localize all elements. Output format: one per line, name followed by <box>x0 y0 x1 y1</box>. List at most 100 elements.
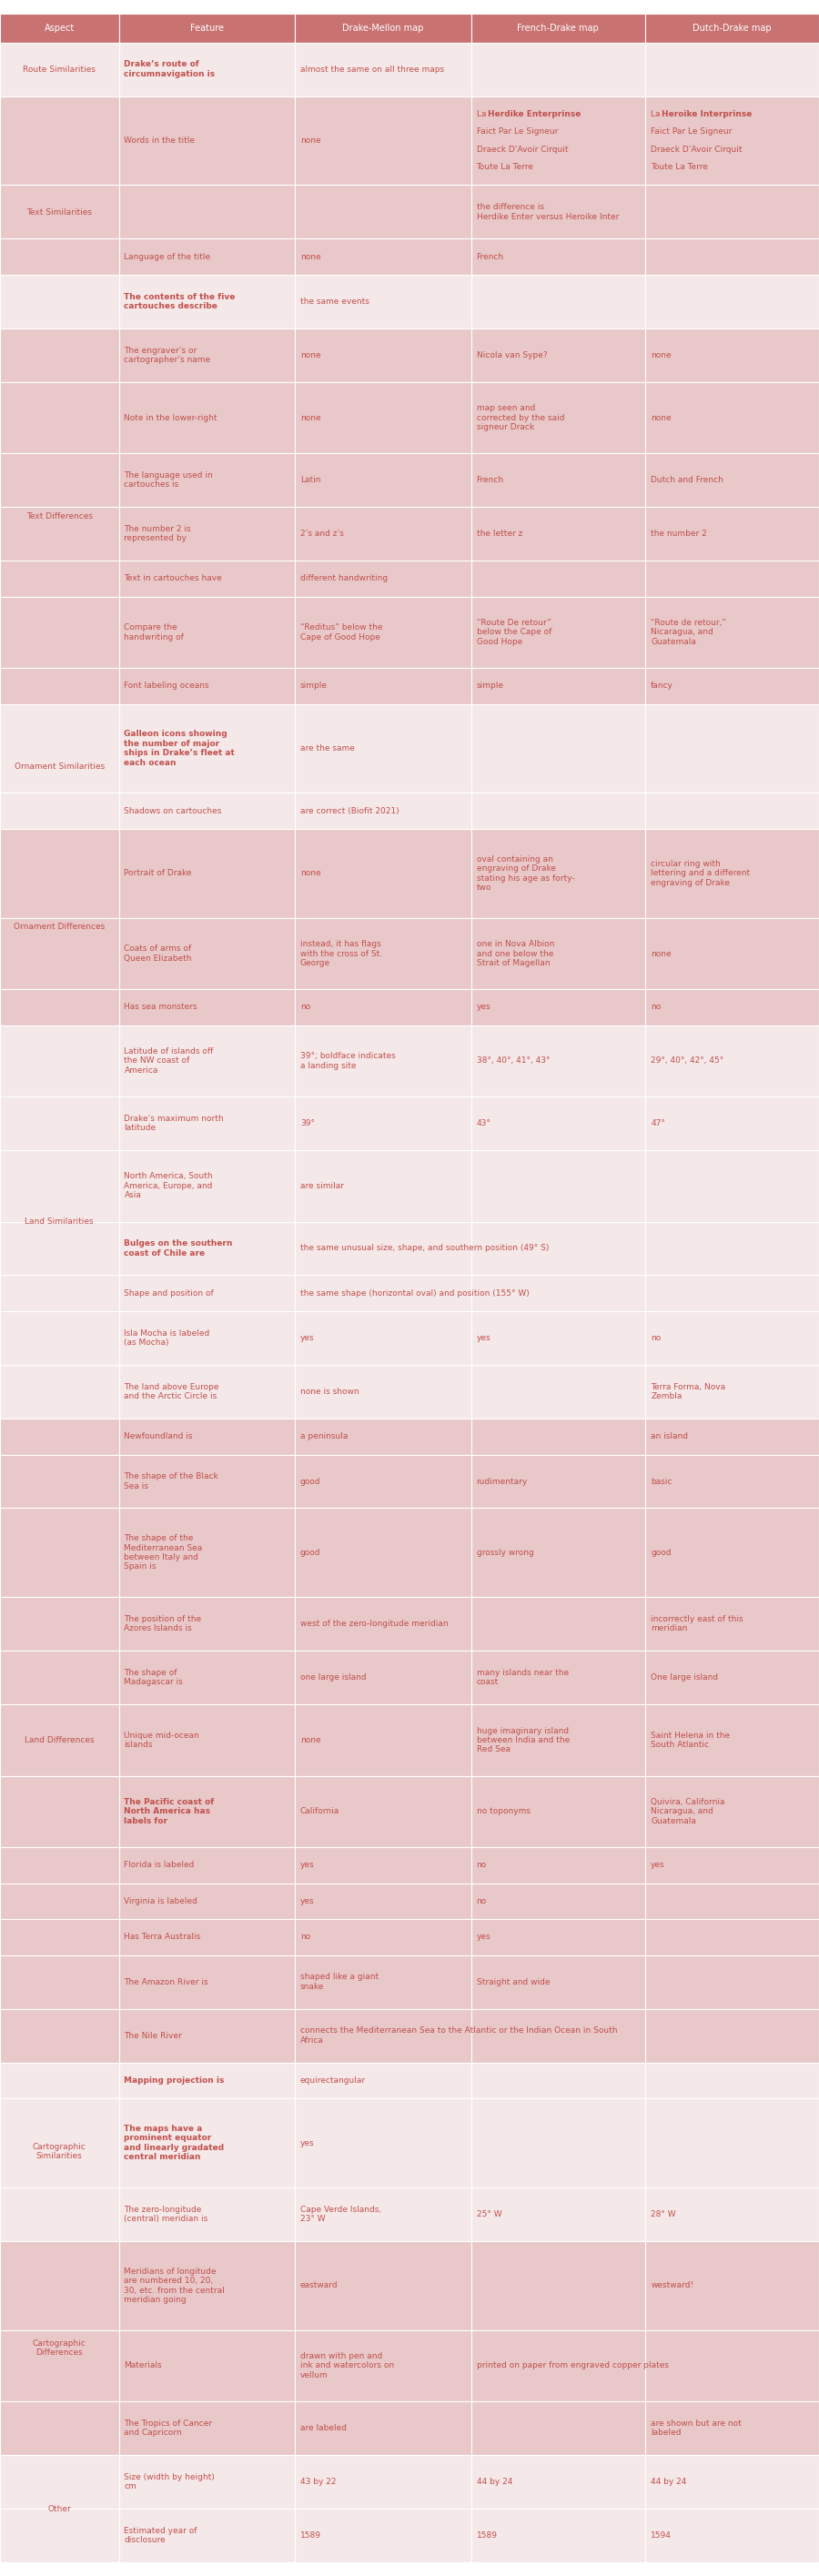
Text: equirectangular: equirectangular <box>301 2076 366 2084</box>
Bar <box>295 1455 471 1507</box>
Bar <box>471 1775 645 1847</box>
Text: Toute La Terre: Toute La Terre <box>477 162 534 170</box>
Bar <box>645 2455 819 2509</box>
Text: Cape Verde Islands,
23° W: Cape Verde Islands, 23° W <box>301 2205 382 2223</box>
Text: One large island: One large island <box>651 1674 718 1682</box>
Text: none: none <box>301 137 321 144</box>
Bar <box>0 562 119 598</box>
Text: Isla Mocha is labeled
(as Mocha): Isla Mocha is labeled (as Mocha) <box>124 1329 210 1347</box>
Text: no: no <box>651 1002 661 1012</box>
Bar <box>119 1025 295 1097</box>
Bar <box>295 2455 471 2509</box>
Text: Language of the title: Language of the title <box>124 252 210 260</box>
Bar <box>295 1775 471 1847</box>
Bar <box>119 793 295 829</box>
Text: yes: yes <box>477 1932 491 1942</box>
Text: La: La <box>477 111 489 118</box>
Bar <box>645 327 819 381</box>
Bar <box>645 41 819 95</box>
Bar <box>645 13 819 41</box>
Text: one in Nova Albion
and one below the
Strait of Magellan: one in Nova Albion and one below the Str… <box>477 940 554 966</box>
Text: no: no <box>651 1334 661 1342</box>
Text: Compare the
handwriting of: Compare the handwriting of <box>124 623 184 641</box>
Bar <box>0 703 119 793</box>
Bar <box>645 1311 819 1365</box>
Text: Coats of arms of
Queen Elizabeth: Coats of arms of Queen Elizabeth <box>124 945 192 963</box>
Bar <box>295 1705 471 1775</box>
Bar <box>0 453 119 507</box>
Bar <box>645 667 819 703</box>
Bar <box>645 793 819 829</box>
Bar <box>295 2509 471 2563</box>
Text: Latitude of islands off
the NW coast of
America: Latitude of islands off the NW coast of … <box>124 1048 214 1074</box>
Text: yes: yes <box>301 1860 314 1870</box>
Text: Bulges on the southern
coast of Chile are: Bulges on the southern coast of Chile ar… <box>124 1239 233 1257</box>
Text: yes: yes <box>477 1334 491 1342</box>
Text: Dutch and French: Dutch and French <box>651 477 723 484</box>
Bar <box>471 1025 645 1097</box>
Bar <box>645 989 819 1025</box>
Bar <box>119 989 295 1025</box>
Bar <box>0 917 119 989</box>
Bar <box>119 2401 295 2455</box>
Text: west of the zero-longitude meridian: west of the zero-longitude meridian <box>301 1620 448 1628</box>
Bar <box>295 1419 471 1455</box>
Text: “Route de retour,”
Nicaragua, and
Guatemala: “Route de retour,” Nicaragua, and Guatem… <box>651 618 726 647</box>
Bar <box>645 2099 819 2187</box>
Text: grossly wrong: grossly wrong <box>477 1548 533 1556</box>
Bar <box>471 2187 645 2241</box>
Bar <box>0 829 119 917</box>
Text: Drake’s maximum north
latitude: Drake’s maximum north latitude <box>124 1115 224 1133</box>
Text: The shape of the Black
Sea is: The shape of the Black Sea is <box>124 1473 219 1489</box>
Bar <box>0 1955 119 2009</box>
Bar <box>295 1275 471 1311</box>
Bar <box>295 703 471 793</box>
Text: Font labeling oceans: Font labeling oceans <box>124 683 210 690</box>
Bar <box>645 453 819 507</box>
Bar <box>295 1221 471 1275</box>
Text: Unique mid-ocean
islands: Unique mid-ocean islands <box>124 1731 200 1749</box>
Text: Faict Par Le Signeur: Faict Par Le Signeur <box>477 129 558 137</box>
Bar <box>295 276 471 327</box>
Text: Meridians of longitude
are numbered 10, 20,
30, etc. from the central
meridian g: Meridians of longitude are numbered 10, … <box>124 2267 225 2303</box>
Bar <box>119 276 295 327</box>
Text: Toute La Terre: Toute La Terre <box>651 162 708 170</box>
Text: one large island: one large island <box>301 1674 366 1682</box>
Bar <box>295 507 471 562</box>
Bar <box>645 1419 819 1455</box>
Bar <box>471 2331 645 2401</box>
Bar <box>295 240 471 276</box>
Bar <box>295 1097 471 1151</box>
Bar <box>119 13 295 41</box>
Bar <box>119 1919 295 1955</box>
Bar <box>0 2099 119 2187</box>
Text: French: French <box>477 252 504 260</box>
Bar <box>295 1025 471 1097</box>
Text: The Amazon River is: The Amazon River is <box>124 1978 209 1986</box>
Bar <box>119 2187 295 2241</box>
Text: eastward: eastward <box>301 2282 338 2290</box>
Text: Shadows on cartouches: Shadows on cartouches <box>124 806 222 814</box>
Text: are labeled: are labeled <box>301 2424 346 2432</box>
Bar <box>295 453 471 507</box>
Bar <box>645 1919 819 1955</box>
Bar <box>295 989 471 1025</box>
Text: “Reditus” below the
Cape of Good Hope: “Reditus” below the Cape of Good Hope <box>301 623 382 641</box>
Bar <box>0 1221 119 1275</box>
Text: are similar: are similar <box>301 1182 344 1190</box>
Text: Materials: Materials <box>124 2362 162 2370</box>
Bar <box>645 381 819 453</box>
Bar <box>0 1651 119 1705</box>
Bar <box>471 453 645 507</box>
Text: 28° W: 28° W <box>651 2210 676 2218</box>
Text: 44 by 24: 44 by 24 <box>477 2478 512 2486</box>
Text: are the same: are the same <box>301 744 355 752</box>
Text: none: none <box>651 951 672 958</box>
Bar <box>119 1883 295 1919</box>
Bar <box>645 1151 819 1221</box>
Bar <box>295 1507 471 1597</box>
Text: Faict Par Le Signeur: Faict Par Le Signeur <box>651 129 732 137</box>
Bar <box>471 917 645 989</box>
Text: “Route De retour”
below the Cape of
Good Hope: “Route De retour” below the Cape of Good… <box>477 618 551 647</box>
Text: La: La <box>651 111 663 118</box>
